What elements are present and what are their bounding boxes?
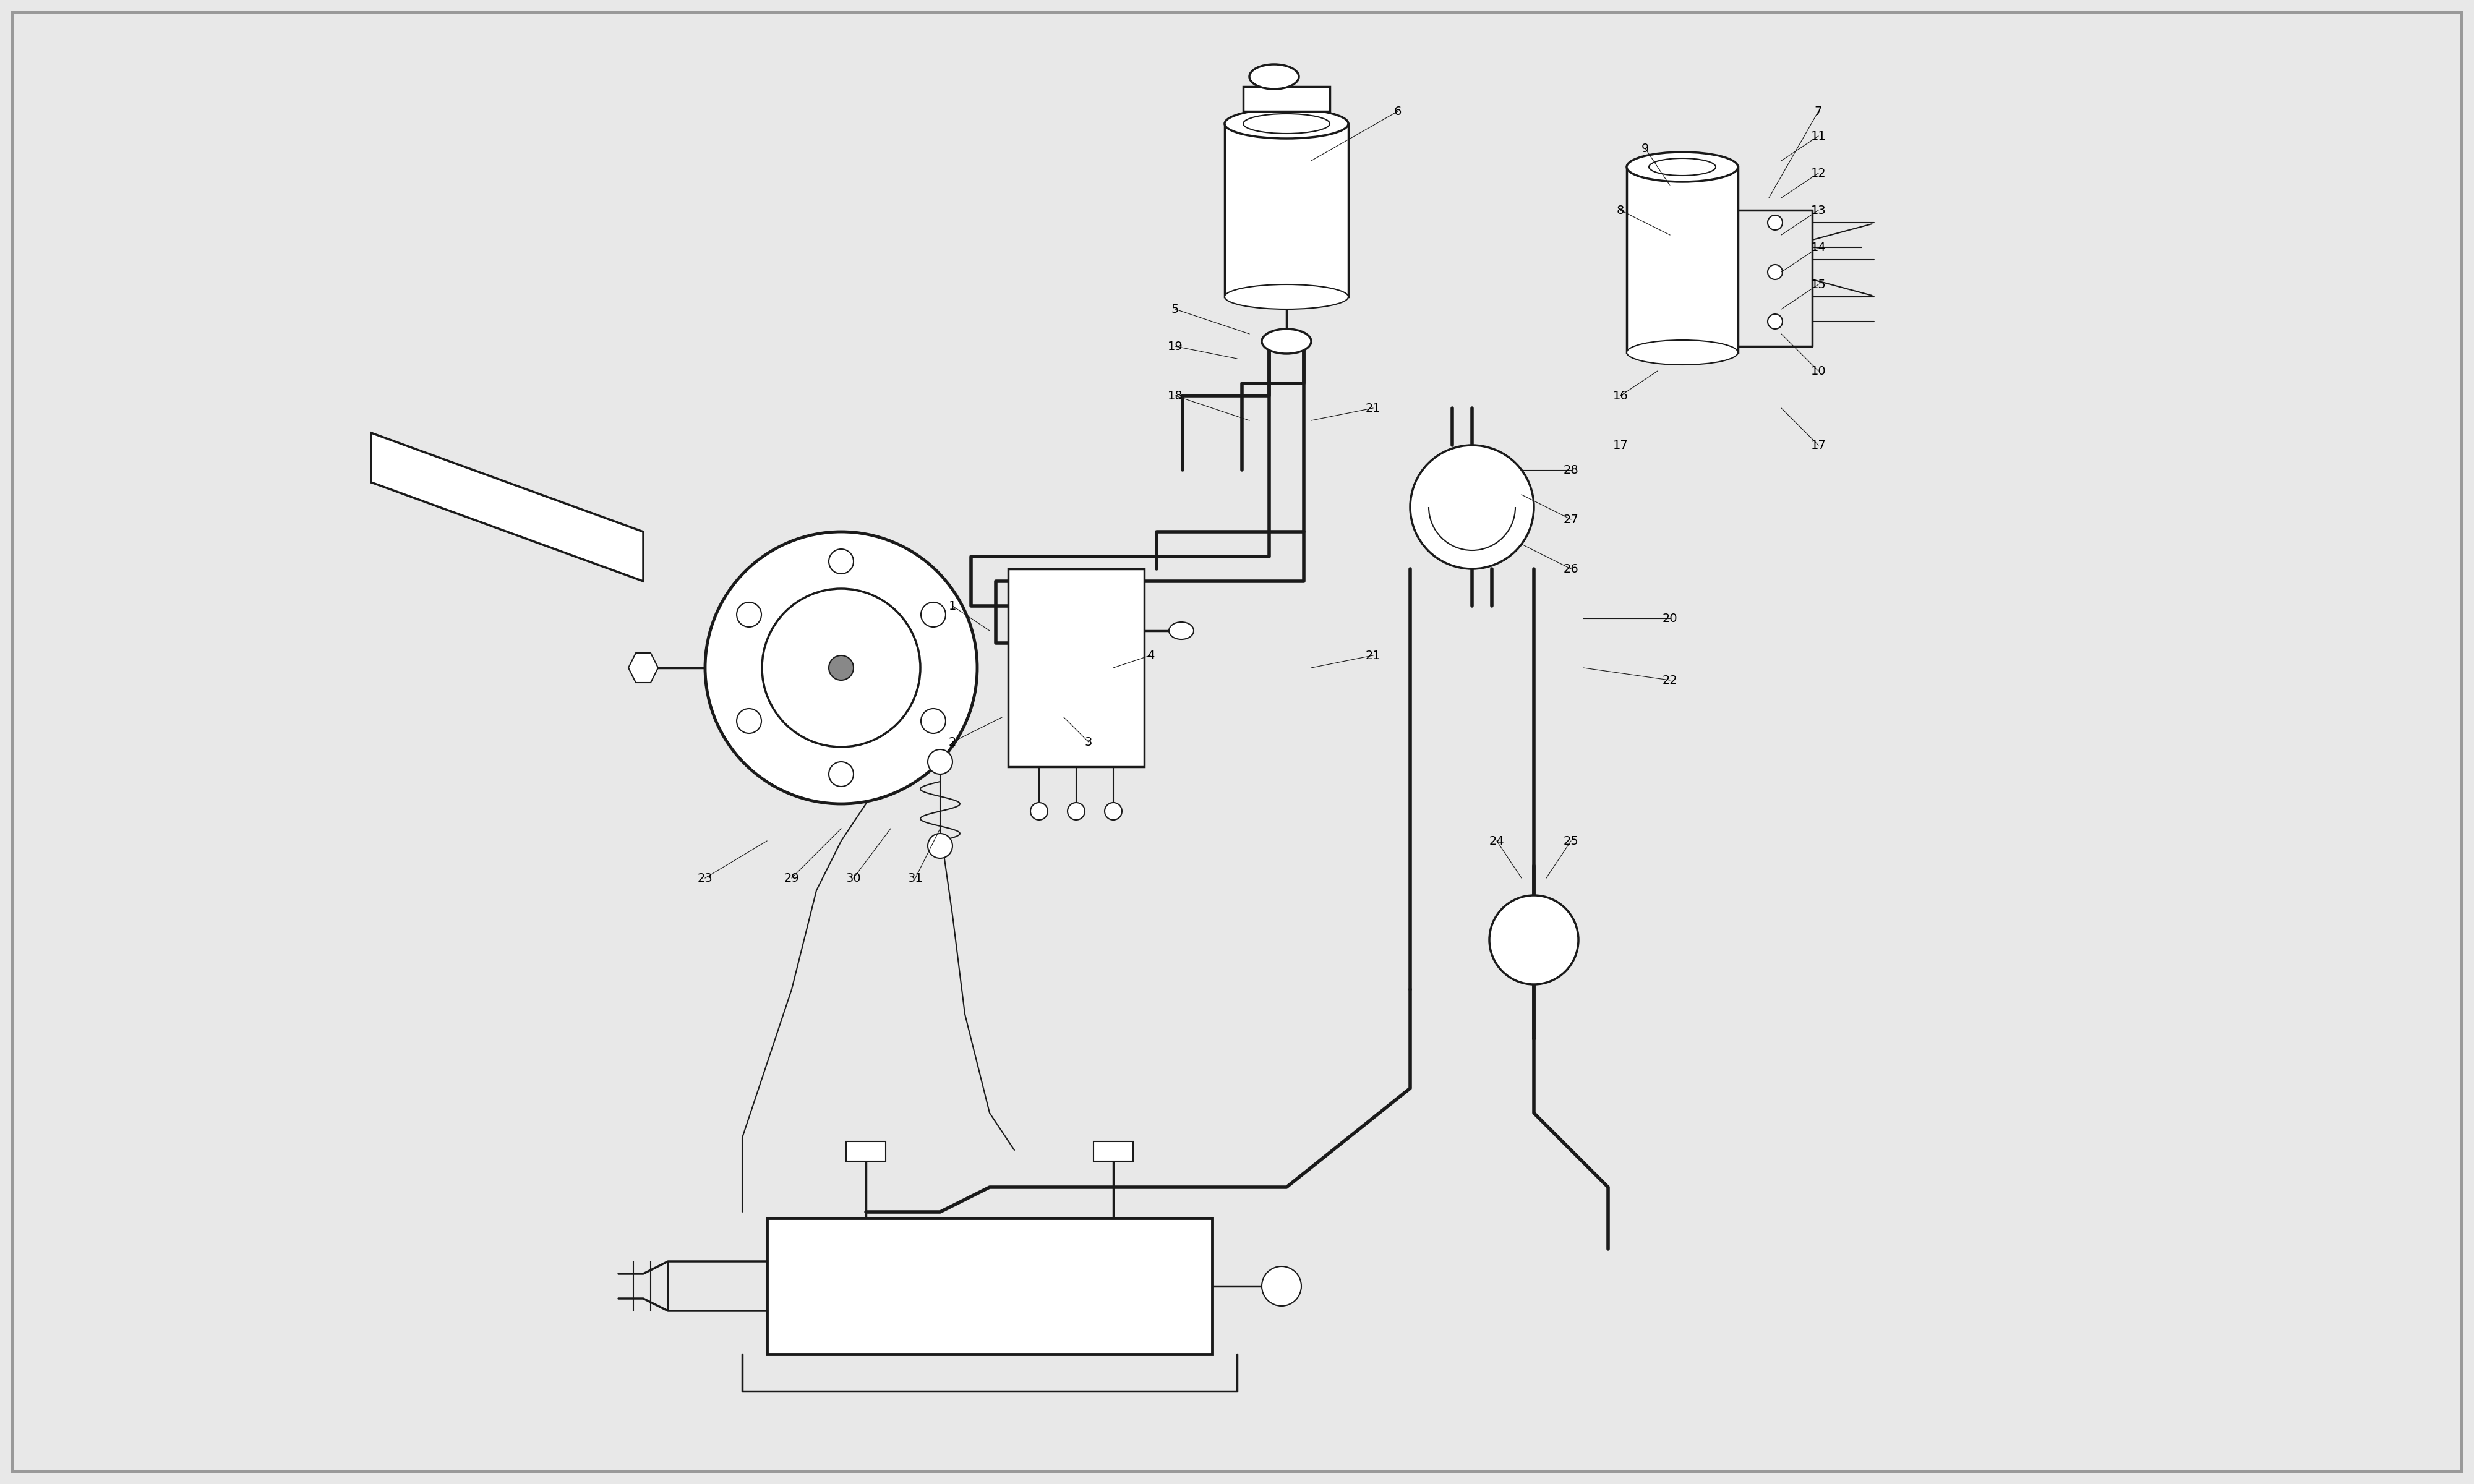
Ellipse shape — [1262, 329, 1311, 353]
Text: 11: 11 — [1811, 131, 1826, 142]
Circle shape — [928, 749, 952, 775]
Text: 13: 13 — [1811, 205, 1826, 217]
Text: 20: 20 — [1663, 613, 1677, 625]
Bar — [767, 1218, 1212, 1353]
Text: 23: 23 — [698, 873, 713, 884]
Text: 6: 6 — [1393, 105, 1403, 117]
Text: 2: 2 — [948, 736, 957, 748]
Text: 10: 10 — [1811, 365, 1826, 377]
Text: 3: 3 — [1084, 736, 1094, 748]
Ellipse shape — [1225, 108, 1348, 138]
Circle shape — [1489, 895, 1578, 984]
Circle shape — [829, 761, 854, 787]
Text: 18: 18 — [1168, 390, 1183, 402]
Text: 26: 26 — [1564, 562, 1578, 574]
Bar — [1225, 123, 1348, 297]
Circle shape — [737, 708, 762, 733]
Ellipse shape — [1225, 285, 1348, 309]
Ellipse shape — [1628, 151, 1737, 181]
Text: 17: 17 — [1811, 439, 1826, 451]
Text: 5: 5 — [1170, 303, 1180, 315]
Circle shape — [920, 708, 945, 733]
Circle shape — [1029, 803, 1049, 819]
Circle shape — [737, 603, 762, 626]
Text: 24: 24 — [1489, 835, 1504, 847]
Polygon shape — [371, 433, 643, 582]
Circle shape — [1103, 803, 1123, 819]
Circle shape — [1069, 803, 1084, 819]
Ellipse shape — [1244, 114, 1331, 134]
Bar — [1009, 568, 1143, 767]
Circle shape — [920, 603, 945, 626]
Text: 25: 25 — [1564, 835, 1578, 847]
Text: 19: 19 — [1168, 340, 1183, 352]
Text: 15: 15 — [1811, 279, 1826, 291]
Bar — [846, 1141, 886, 1160]
Ellipse shape — [1648, 159, 1717, 175]
Bar — [1244, 86, 1331, 111]
Text: 9: 9 — [1640, 142, 1650, 154]
Ellipse shape — [1628, 340, 1737, 365]
Text: 4: 4 — [1145, 650, 1155, 662]
Text: 28: 28 — [1564, 464, 1578, 476]
Text: 12: 12 — [1811, 168, 1826, 180]
Polygon shape — [628, 653, 658, 683]
Text: 16: 16 — [1613, 390, 1628, 402]
Circle shape — [762, 589, 920, 746]
Text: 29: 29 — [784, 873, 799, 884]
Circle shape — [1766, 215, 1781, 230]
Text: 21: 21 — [1366, 402, 1380, 414]
Bar — [1628, 166, 1737, 352]
Circle shape — [928, 834, 952, 858]
Circle shape — [705, 531, 977, 804]
Ellipse shape — [1170, 622, 1192, 640]
Circle shape — [1410, 445, 1534, 568]
Text: 14: 14 — [1811, 242, 1826, 254]
Bar — [1094, 1141, 1133, 1160]
Text: 7: 7 — [1813, 105, 1823, 117]
Circle shape — [1262, 1266, 1301, 1306]
Text: 27: 27 — [1564, 513, 1578, 525]
Ellipse shape — [1249, 64, 1299, 89]
Circle shape — [1766, 315, 1781, 329]
Circle shape — [829, 656, 854, 680]
Circle shape — [829, 549, 854, 574]
Text: 21: 21 — [1366, 650, 1380, 662]
Text: 30: 30 — [846, 873, 861, 884]
Text: 17: 17 — [1613, 439, 1628, 451]
Text: 1: 1 — [948, 600, 957, 611]
Text: 8: 8 — [1616, 205, 1625, 217]
Text: 22: 22 — [1663, 674, 1677, 686]
Circle shape — [1766, 264, 1781, 279]
Text: 31: 31 — [908, 873, 923, 884]
